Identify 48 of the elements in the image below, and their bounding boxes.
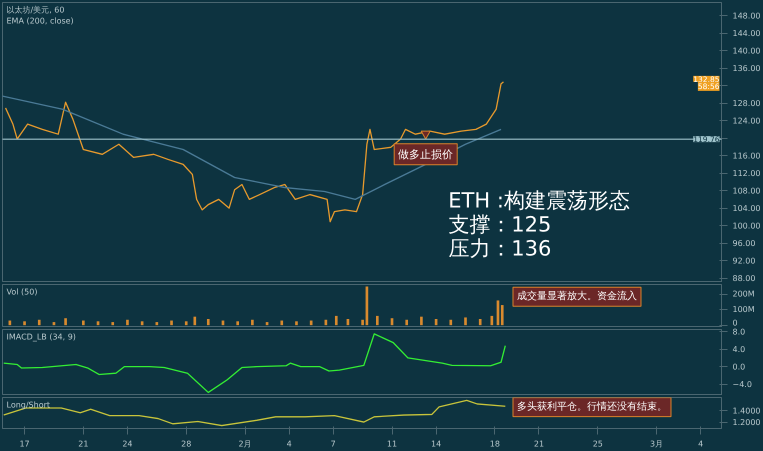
- y-tick-label: 0: [732, 318, 738, 328]
- y-tick-label: 8.0: [732, 328, 746, 337]
- y-tick-label: 136.00: [732, 64, 760, 74]
- x-tick-label: 17: [19, 440, 30, 448]
- x-tick-label: 2月: [238, 440, 252, 448]
- y-tick-label: 140.00: [732, 46, 760, 56]
- annotation: 多头获利平仓。行情还没有结束。: [516, 400, 667, 413]
- annotation: 压力：136: [448, 236, 552, 260]
- x-tick-label: 28: [181, 440, 192, 448]
- y-tick-label: 1.4000: [732, 406, 760, 416]
- x-tick-label: 21: [78, 440, 88, 448]
- annotation: 支撑：125: [448, 212, 552, 236]
- x-tick-label: 14: [431, 440, 442, 448]
- y-tick-label: 88.00: [732, 274, 756, 284]
- y-tick-label: 100.00: [732, 222, 760, 231]
- y-tick-label: 4.0: [732, 345, 746, 354]
- annotation: 成交量显著放大。资金流入: [516, 290, 637, 302]
- y-tick-label: 112.00: [732, 169, 760, 178]
- chart-title: Long/Short: [6, 400, 50, 410]
- y-tick-label: 124.00: [732, 116, 760, 126]
- annotation: 做多止损价: [398, 148, 454, 161]
- y-tick-label: 144.00: [732, 29, 760, 38]
- chart-title: IMACD_LB (34, 9): [6, 332, 76, 342]
- x-tick-label: 7: [330, 440, 336, 448]
- x-tick-label: 21: [534, 440, 544, 448]
- y-tick-label: 1.2000: [732, 418, 760, 428]
- x-tick-label: 18: [490, 440, 500, 448]
- x-tick-label: 4: [286, 440, 292, 448]
- y-tick-label: 128.00: [732, 99, 760, 108]
- y-tick-label: 100M: [732, 305, 755, 314]
- y-tick-label: 116.00: [732, 152, 760, 161]
- y-tick-label: 92.00: [732, 256, 756, 266]
- y-tick-label: 0.0: [732, 362, 746, 372]
- chart-title: 以太坊/美元, 60: [6, 6, 64, 14]
- annotation: ETH :构建震荡形态: [448, 188, 630, 212]
- y-tick-label: 148.00: [732, 12, 760, 21]
- x-tick-label: 11: [386, 440, 398, 448]
- y-tick-label: 104.00: [732, 204, 760, 214]
- x-tick-label: 25: [592, 440, 603, 448]
- y-tick-label: −4.0: [732, 380, 752, 390]
- chart-title: Vol (50): [6, 288, 38, 296]
- x-tick-label: 3月: [650, 440, 664, 448]
- y-tick-label: 96.00: [732, 239, 756, 248]
- x-tick-label: 24: [122, 440, 133, 448]
- text: EMA (200, close): [6, 16, 74, 26]
- y-tick-label: 200M: [732, 290, 755, 299]
- y-tick-label: 108.00: [732, 186, 760, 196]
- x-tick-label: 4: [698, 440, 704, 448]
